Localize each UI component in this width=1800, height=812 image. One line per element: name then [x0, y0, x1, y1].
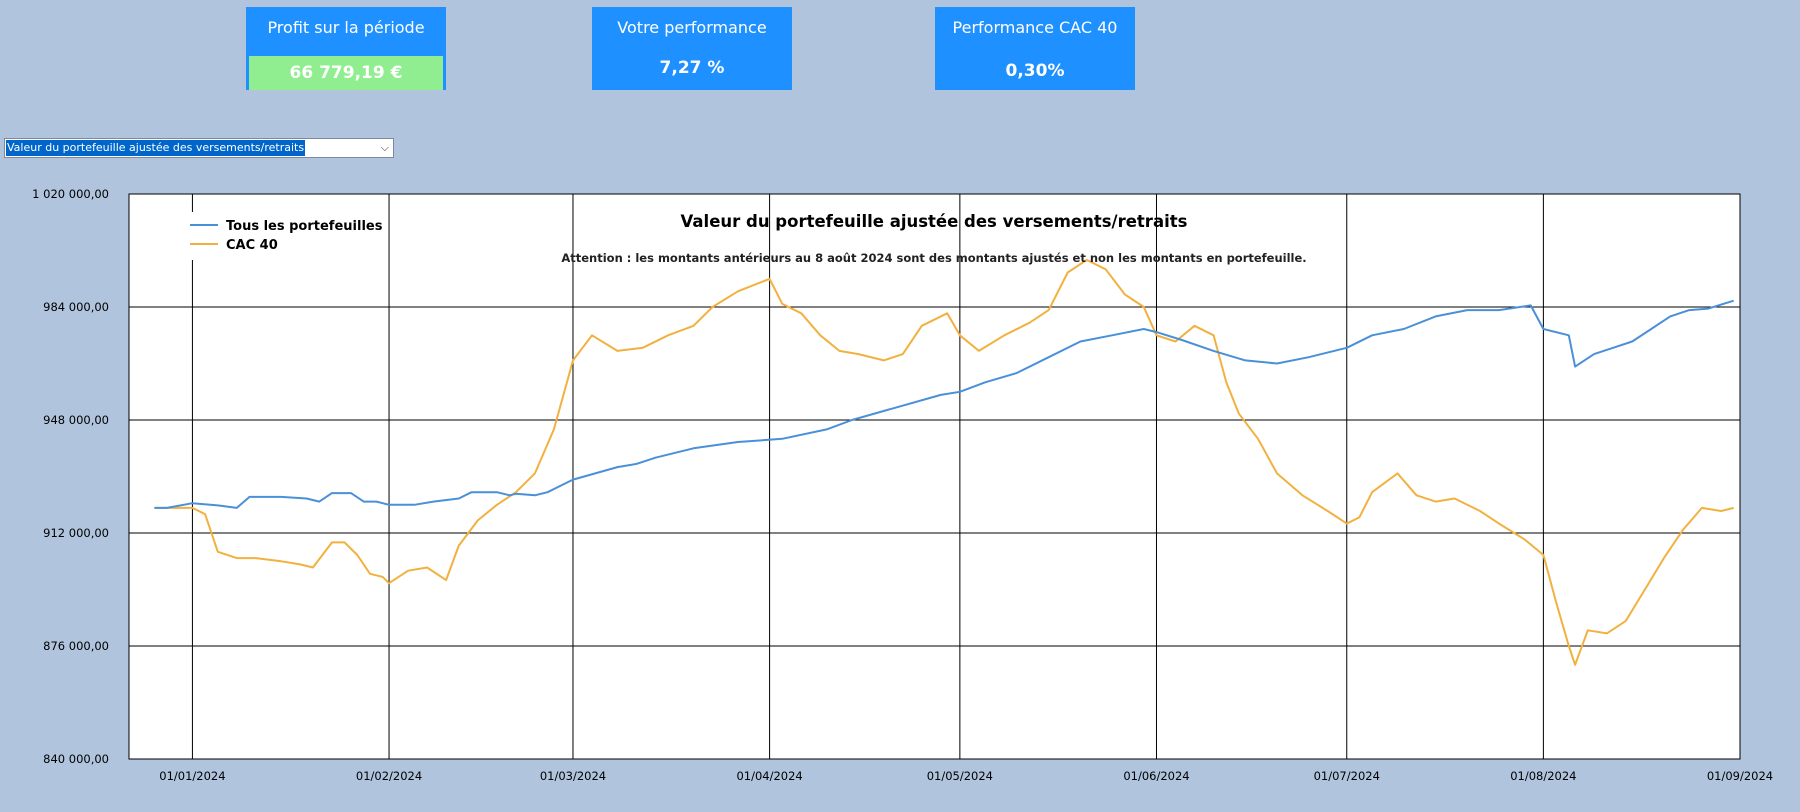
x-tick-label: 01/03/2024: [540, 769, 606, 783]
y-tick-label: 1 020 000,00: [32, 187, 109, 201]
x-tick-label: 01/09/2024: [1707, 769, 1773, 783]
y-tick-label: 984 000,00: [43, 300, 109, 314]
chart-type-select[interactable]: Valeur du portefeuille ajustée des verse…: [4, 138, 394, 158]
legend-label: Tous les portefeuilles: [226, 219, 383, 234]
kpi-cac40-title: Performance CAC 40: [952, 18, 1118, 37]
kpi-cac40-value: 0,30%: [1005, 61, 1065, 81]
kpi-profit-card: Profit sur la période 66 779,19 €: [246, 7, 446, 90]
x-tick-label: 01/02/2024: [356, 769, 422, 783]
kpi-performance-card: Votre performance 7,27 %: [592, 7, 792, 90]
series-line-portfolio: [154, 299, 1734, 509]
chevron-down-icon[interactable]: ⌵: [380, 141, 389, 154]
y-tick-label: 912 000,00: [43, 526, 109, 540]
kpi-performance-value: 7,27 %: [659, 58, 725, 78]
x-tick-label: 01/04/2024: [736, 769, 802, 783]
y-tick-label: 948 000,00: [43, 413, 109, 427]
chart-type-select-value: Valeur du portefeuille ajustée des verse…: [6, 140, 306, 156]
chart-subtitle: Attention : les montants antérieurs au 8…: [561, 251, 1306, 265]
kpi-profit-value: 66 779,19 €: [249, 56, 443, 90]
y-tick-label: 840 000,00: [43, 752, 109, 766]
x-tick-label: 01/07/2024: [1314, 769, 1380, 783]
kpi-performance-title: Votre performance: [617, 18, 767, 37]
x-tick-label: 01/05/2024: [927, 769, 993, 783]
legend-label: CAC 40: [226, 238, 278, 253]
plot-area: [128, 193, 1741, 760]
series-line-cac40: [154, 258, 1734, 666]
kpi-cac40-card: Performance CAC 40 0,30%: [935, 7, 1135, 90]
chart-title: Valeur du portefeuille ajustée des verse…: [681, 212, 1188, 231]
y-tick-label: 876 000,00: [43, 639, 109, 653]
x-tick-label: 01/06/2024: [1123, 769, 1189, 783]
legend-box: [178, 212, 378, 260]
kpi-profit-title: Profit sur la période: [267, 18, 425, 37]
x-tick-label: 01/01/2024: [159, 769, 225, 783]
x-tick-label: 01/08/2024: [1510, 769, 1576, 783]
